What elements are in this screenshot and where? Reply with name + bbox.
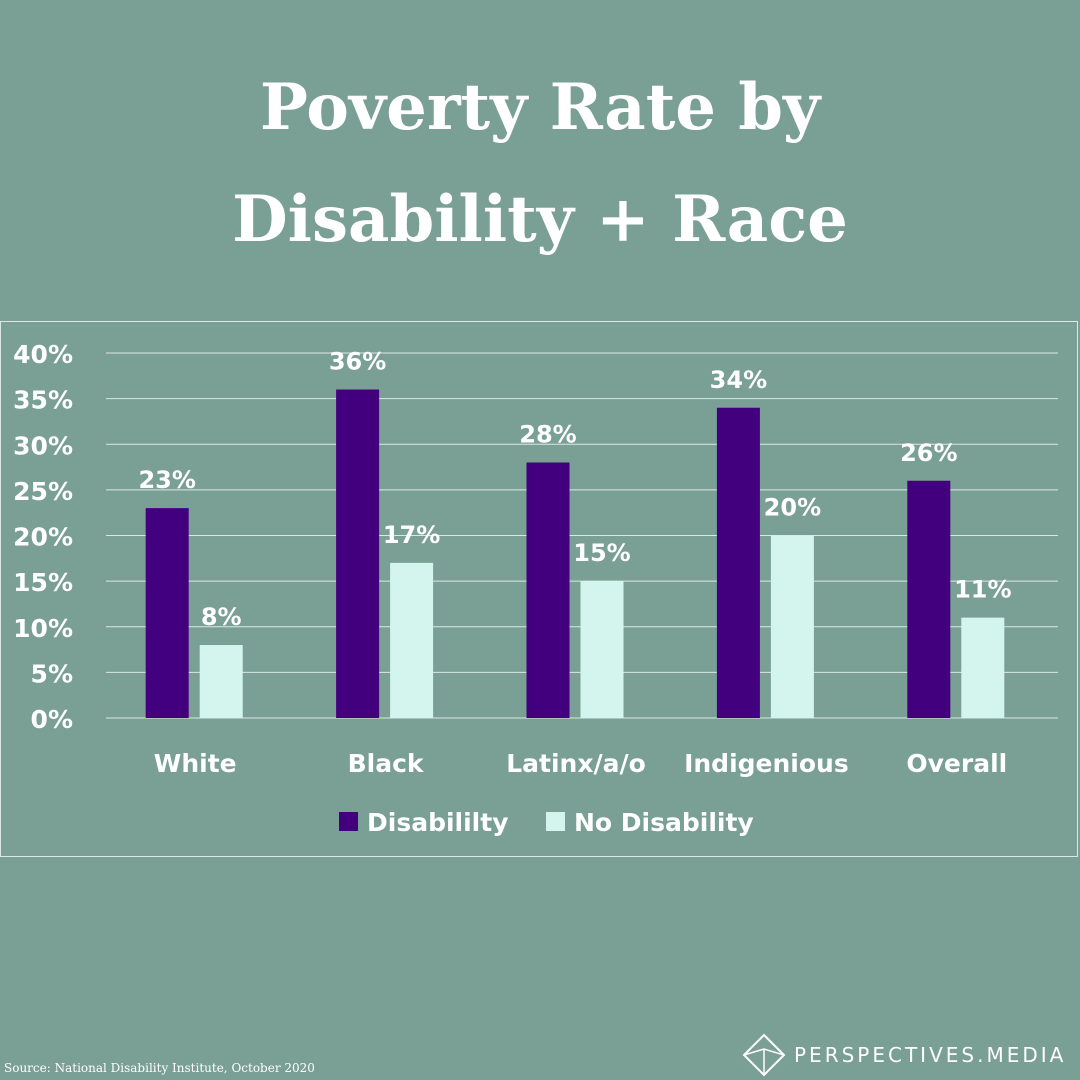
bar-no-disability: [390, 562, 434, 718]
y-tick-label: 0%: [31, 705, 73, 734]
data-label: 28%: [519, 421, 576, 449]
bar-chart: 0% 5% 10% 15% 20% 25% 30% 35% 40% 23% 8% White 36% 17…: [13, 340, 1058, 837]
y-tick-label: 25%: [13, 477, 73, 506]
y-tick-label: 10%: [13, 614, 73, 643]
data-label: 26%: [900, 439, 957, 467]
x-tick-label: Overall: [906, 749, 1007, 778]
bar-disability: [907, 480, 951, 718]
title-line-2: Disability + Race: [232, 182, 848, 257]
y-tick-label: 40%: [13, 340, 73, 369]
brand-logo: PERSPECTIVES.MEDIA: [742, 1030, 1066, 1080]
source-note: Source: National Disability Institute, O…: [4, 1061, 315, 1075]
bar-disability: [716, 407, 760, 718]
diamond-logo-icon: [742, 1033, 786, 1077]
brand-name: PERSPECTIVES.MEDIA: [794, 1043, 1067, 1067]
bar-no-disability: [199, 645, 243, 718]
bar-disability: [526, 462, 570, 718]
legend-label-disability: Disabililty: [367, 808, 509, 837]
title-line-1: Poverty Rate by: [259, 70, 821, 145]
legend-swatch-no-disability: [546, 812, 565, 831]
chart-title: Poverty Rate by Disability + Race: [0, 52, 1080, 276]
x-tick-label: Indigenious: [684, 749, 849, 778]
x-tick-label: Latinx/a/o: [506, 749, 646, 778]
data-label: 34%: [710, 366, 767, 394]
x-tick-label: White: [154, 749, 237, 778]
bar-no-disability: [580, 581, 624, 718]
y-tick-label: 35%: [13, 386, 73, 415]
bar-disability: [145, 508, 189, 718]
bar-disability: [336, 389, 380, 718]
y-tick-label: 5%: [31, 659, 73, 688]
x-tick-label: Black: [348, 749, 425, 778]
bar-no-disability: [961, 617, 1005, 718]
chart-frame: 0% 5% 10% 15% 20% 25% 30% 35% 40% 23% 8% White 36% 17…: [0, 321, 1078, 857]
data-label: 20%: [764, 494, 821, 522]
y-tick-label: 30%: [13, 431, 73, 460]
data-label: 11%: [954, 576, 1011, 604]
data-label: 15%: [573, 539, 630, 567]
y-tick-label: 15%: [13, 568, 73, 597]
legend-label-no-disability: No Disability: [574, 808, 754, 837]
data-label: 8%: [201, 603, 242, 631]
legend-swatch-disability: [339, 812, 358, 831]
data-label: 23%: [138, 466, 195, 494]
bar-no-disability: [770, 535, 814, 718]
data-label: 36%: [329, 348, 386, 376]
data-label: 17%: [383, 521, 440, 549]
y-tick-label: 20%: [13, 523, 73, 552]
